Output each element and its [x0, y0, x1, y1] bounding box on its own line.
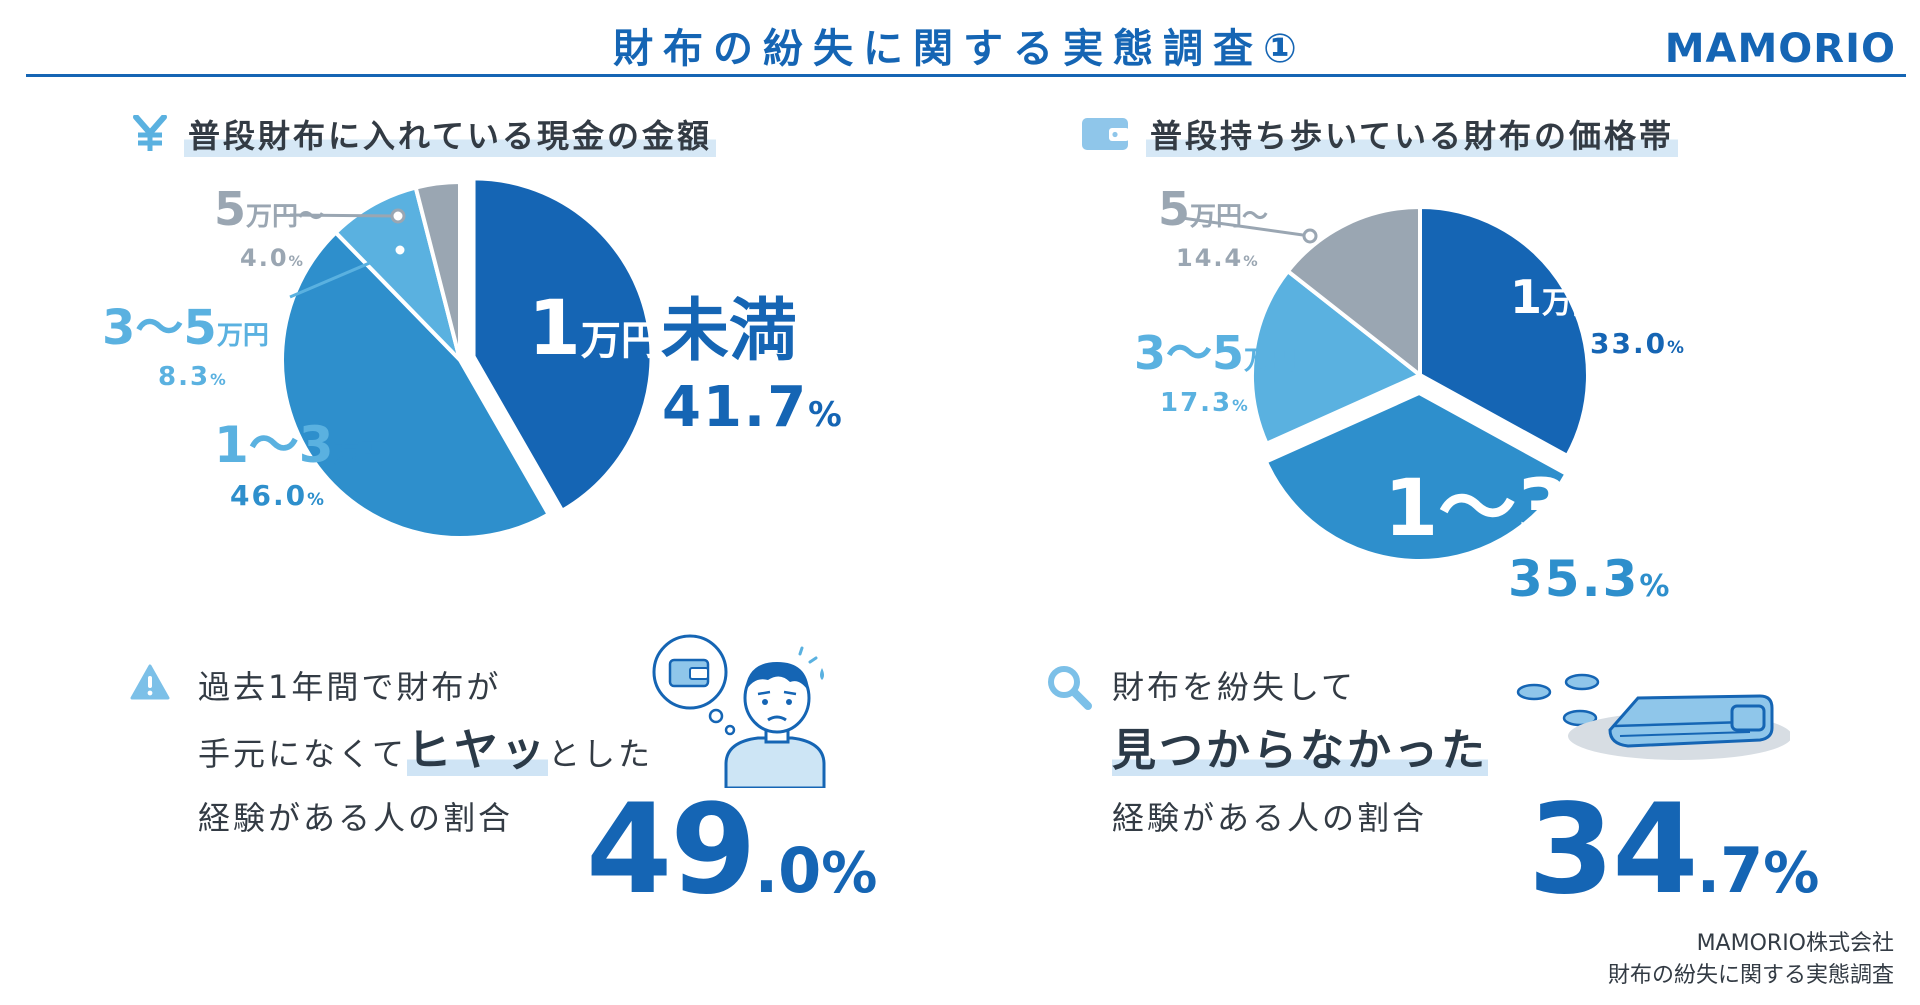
pie-slice-0 [471, 176, 654, 514]
notfound-line2: 見つからなかった [1112, 725, 1488, 776]
price-heading-text: 普段持ち歩いている財布の価格帯 [1146, 111, 1679, 157]
price-label-1to3: 1〜3万円 [1384, 464, 1659, 554]
warning-icon [130, 664, 170, 704]
worried-person-icon [650, 632, 850, 792]
cash-pct-3to5: 8.3% [158, 362, 228, 392]
hiyari-line2: 手元になくてヒヤッとした [198, 725, 654, 776]
credit-company: MAMORIO株式会社 [1696, 931, 1894, 956]
wallet-icon [1080, 116, 1130, 152]
page-title: 財布の紛失に関する実態調査① [613, 26, 1307, 72]
pie-slice-3 [1285, 204, 1422, 380]
price-pct-over5: 14.4% [1176, 244, 1260, 272]
cash-label-under1: 1万円未満 [528, 283, 797, 372]
hiyari-description: 過去1年間で財布が 手元になくてヒヤッとした 経験がある人の割合 [198, 655, 653, 850]
price-section-heading: 普段持ち歩いている財布の価格帯 [1080, 111, 1679, 157]
price-pct-under1: 33.0% [1590, 327, 1686, 360]
leader-dot-0 [390, 208, 406, 224]
pie-slice-3 [413, 179, 462, 361]
hiyari-line3: 経験がある人の割合 [198, 799, 514, 837]
brand-logo: MAMORIO [1664, 26, 1896, 72]
leader-line-1 [289, 248, 401, 299]
leader-dot-0 [1302, 228, 1318, 244]
cash-pct-under1: 41.7% [662, 375, 844, 440]
search-icon [1046, 664, 1092, 714]
hiyari-percent: 49.0% [586, 778, 878, 922]
price-label-3to5: 3〜5万円 [1134, 326, 1297, 380]
price-label-over5: 5万円〜 [1158, 182, 1269, 236]
cash-pct-over5: 4.0% [240, 244, 305, 272]
price-pct-3to5: 17.3% [1160, 388, 1250, 418]
cash-pie-chart [280, 176, 654, 540]
pie-slice-2 [1250, 268, 1424, 447]
price-label-under1: 1万円未満 [1510, 270, 1663, 324]
notfound-percent: 34.7% [1528, 778, 1820, 922]
leader-line-0 [1181, 216, 1311, 238]
title-divider [26, 74, 1906, 77]
pie-slice-1 [1263, 390, 1570, 563]
price-pie-chart [1181, 204, 1590, 563]
cash-label-over5: 5万円〜 [214, 182, 325, 236]
price-pct-1to3: 35.3% [1508, 550, 1672, 608]
notfound-line1: 財布を紛失して [1112, 668, 1357, 706]
leader-dot-1 [392, 242, 408, 258]
pie-slice-1 [280, 229, 552, 540]
cash-heading-text: 普段財布に入れている現金の金額 [184, 111, 717, 157]
hiyari-line1: 過去1年間で財布が [198, 668, 502, 706]
cash-label-1to3: 1〜3万円 [214, 416, 386, 474]
pie-slice-0 [1418, 204, 1590, 459]
lost-wallet-icon [1510, 672, 1792, 786]
notfound-description: 財布を紛失して 見つからなかった 経験がある人の割合 [1112, 655, 1488, 850]
cash-pct-1to3: 46.0% [230, 479, 326, 512]
cash-section-heading: 普段財布に入れている現金の金額 [132, 111, 717, 157]
leader-line-0 [289, 213, 399, 218]
yen-icon [132, 115, 168, 152]
source-credit: MAMORIO株式会社 財布の紛失に関する実態調査 [1608, 928, 1894, 992]
notfound-line3: 経験がある人の割合 [1112, 799, 1428, 837]
credit-survey: 財布の紛失に関する実態調査 [1607, 963, 1894, 988]
cash-label-3to5: 3〜5万円 [102, 300, 269, 356]
